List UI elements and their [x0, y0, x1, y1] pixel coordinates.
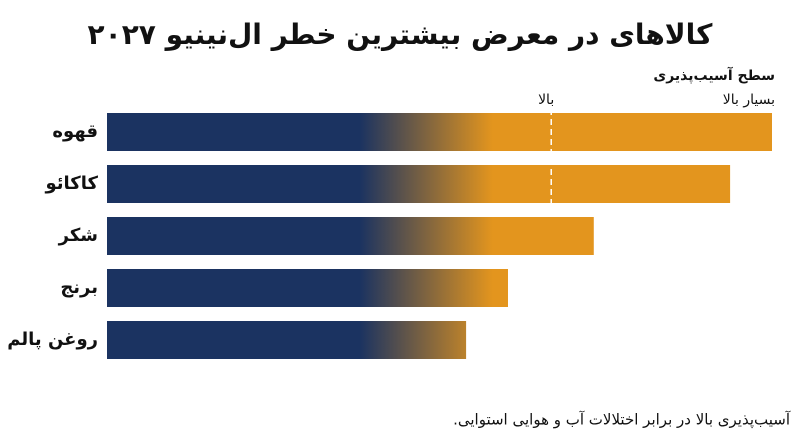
- y-tick-label: روغن پالم: [7, 329, 98, 350]
- bar: [107, 321, 467, 359]
- bar: [107, 217, 594, 255]
- footnote: آسیب‌پذیری بالا در برابر اختلالات آب و ه…: [453, 411, 791, 430]
- bar: [107, 113, 772, 151]
- x-tick-label: بالا: [538, 92, 554, 108]
- bar: [107, 165, 731, 203]
- chart-title: کالاهای در معرض بیشترین خطر ال‌نینیو ۲۰۲…: [88, 18, 714, 51]
- y-tick-label: قهوه: [52, 121, 98, 142]
- y-tick-label: برنج: [60, 277, 98, 298]
- y-tick-label: شکر: [58, 225, 98, 246]
- y-tick-label: کاکائو: [45, 173, 99, 194]
- x-tick-label: بسیار بالا: [723, 92, 775, 108]
- axis-title: سطح آسیب‌پذیری: [653, 66, 775, 84]
- bar: [107, 269, 508, 307]
